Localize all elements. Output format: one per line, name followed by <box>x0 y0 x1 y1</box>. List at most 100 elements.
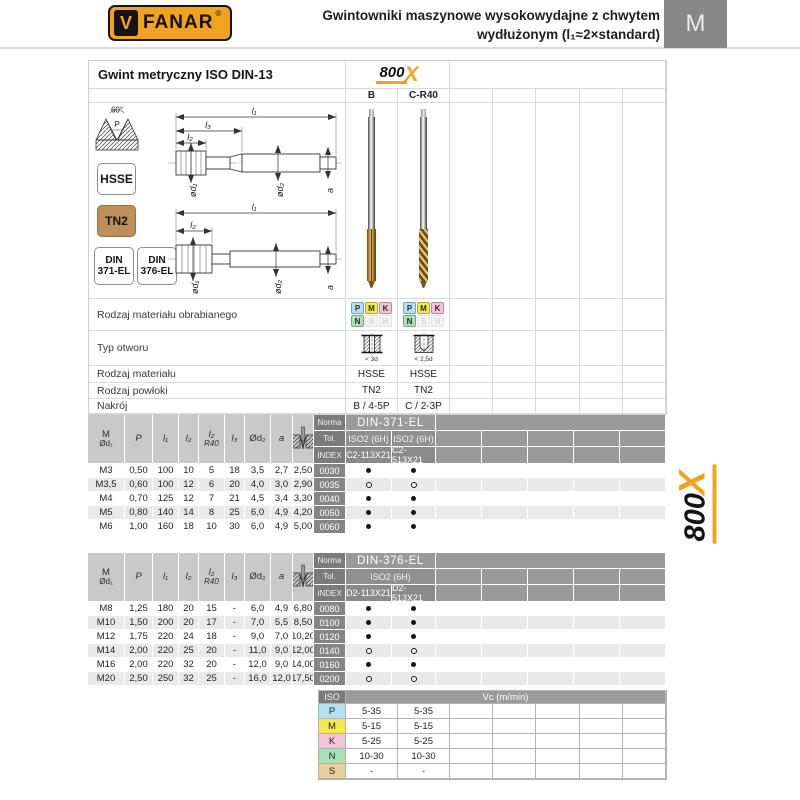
size-cell: M4 <box>88 492 124 505</box>
coating-value-b: TN2 <box>346 383 398 399</box>
dim-d2-label: ød₂ <box>275 182 285 197</box>
tap-straight-flute <box>367 109 376 288</box>
glyph <box>301 578 305 586</box>
index-number-cell: 0100 <box>314 616 345 629</box>
value-cell: 0,80 <box>125 506 152 519</box>
empty-cell <box>528 658 573 671</box>
value-cell: 4,0 <box>245 478 270 491</box>
dim-l1-label: l₁ <box>252 202 257 212</box>
empty-cell <box>579 734 623 749</box>
col-header-text: P <box>135 571 142 583</box>
col-header-text: l₁ <box>162 571 169 583</box>
col-header: l₁ <box>153 553 178 601</box>
vc-group-n: N <box>319 749 346 764</box>
empty-cell <box>493 749 537 764</box>
value-cell: 12 <box>179 478 198 491</box>
empty-cell <box>528 644 573 657</box>
diagram-cell: 60° P HSSE TN2 DIN 371-EL DIN 376-EL <box>89 103 346 299</box>
value-cell: 0,50 <box>125 464 152 477</box>
index-number-cell: 0040 <box>314 492 345 505</box>
empty-cell <box>536 366 580 383</box>
empty-cell <box>620 520 665 533</box>
empty-cell <box>493 734 537 749</box>
empty-cell <box>622 331 666 366</box>
glyph <box>109 109 125 114</box>
value-cell: 4,9 <box>271 602 292 615</box>
blind-hole-icon <box>413 333 434 353</box>
col-header-text: Ød₁ <box>99 438 113 448</box>
size-cell: M8 <box>88 602 124 615</box>
fanar-logo-text: FANAR <box>143 12 214 33</box>
value-cell: 25 <box>199 672 224 685</box>
availability-cell <box>392 602 435 615</box>
section-tab-m: M <box>664 0 727 48</box>
value-cell: 2,90 <box>293 478 313 491</box>
empty-cell <box>482 492 527 505</box>
header-fill <box>528 431 573 446</box>
value-cell: 8 <box>199 506 224 519</box>
dim-a-label: a <box>325 285 335 290</box>
header-fill <box>436 415 665 430</box>
value-cell: - <box>225 658 244 671</box>
value-cell: 1,25 <box>125 602 152 615</box>
value-cell: 32 <box>179 672 198 685</box>
empty-cell <box>450 749 494 764</box>
col-header-text: l₂ <box>185 433 192 445</box>
empty-cell <box>579 764 623 779</box>
empty-cell <box>622 383 666 399</box>
col-header: l₂ <box>179 415 198 463</box>
header-fill <box>528 447 573 463</box>
col-header: a <box>271 553 292 601</box>
header-fill <box>482 585 527 601</box>
availability-filled-icon <box>366 634 371 639</box>
empty-cell <box>528 478 573 491</box>
value-cell: 220 <box>153 630 178 643</box>
empty-cell <box>620 616 665 629</box>
col-header: l₂ R40 <box>199 415 224 463</box>
value-cell: 100 <box>153 478 178 491</box>
empty-cell <box>528 492 573 505</box>
dim-d1-label: ød₁ <box>190 280 200 294</box>
header-label: INDEX <box>314 585 345 601</box>
header-fill <box>436 585 481 601</box>
vc-value-cell: 10-30 <box>398 749 450 764</box>
index-code: D2-113X21 <box>346 585 391 601</box>
through-hole-icon <box>361 333 382 355</box>
empty-cell <box>450 61 666 89</box>
availability-cell <box>392 520 435 533</box>
empty-cell <box>450 383 494 399</box>
vc-value-cell: 5-15 <box>398 719 450 734</box>
availability-cell <box>346 478 391 491</box>
empty-cell <box>436 630 481 643</box>
empty-cell <box>536 704 580 719</box>
col-header-text: l₃ <box>231 433 238 445</box>
header-label: Norma <box>314 415 345 430</box>
empty-cell <box>574 658 619 671</box>
page-header: V FANAR ® Gwintowniki maszynowe wysokowy… <box>0 0 800 49</box>
empty-cell <box>436 602 481 615</box>
product-spec-grid: Gwint metryczny ISO DIN-13 800 X B C-R40 … <box>88 60 667 415</box>
empty-cell <box>450 399 494 414</box>
empty-cell <box>482 602 527 615</box>
empty-cell <box>450 764 494 779</box>
empty-cell <box>450 103 494 299</box>
din-badge-line: 376-EL <box>140 266 174 277</box>
header-fill <box>528 585 573 601</box>
value-cell: 6,0 <box>245 602 270 615</box>
side-800x-number: 800 <box>679 493 712 542</box>
value-cell: 12,00 <box>293 644 313 657</box>
col-header: M Ød₁ <box>88 415 124 463</box>
empty-cell <box>528 464 573 477</box>
value-cell: 21 <box>225 492 244 505</box>
col-header: l₃ <box>225 415 244 463</box>
empty-cell <box>622 89 666 103</box>
empty-cell <box>482 630 527 643</box>
availability-filled-icon <box>366 606 371 611</box>
availability-cell <box>392 672 435 685</box>
empty-cell <box>579 89 623 103</box>
empty-cell <box>579 331 623 366</box>
col-header-text: R40 <box>204 576 219 586</box>
value-cell: 3,5 <box>245 464 270 477</box>
